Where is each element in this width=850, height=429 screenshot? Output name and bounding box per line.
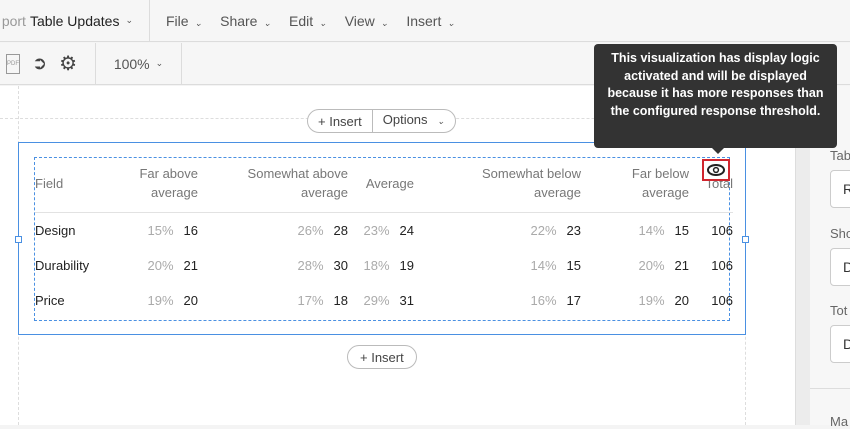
table-cell: 29% 31 xyxy=(363,292,415,308)
table-cell: 28% 30 xyxy=(297,257,349,273)
top-bar: port Table Updates ⌄ File ⌄ Share ⌄ Edit ⌄ Vi… xyxy=(0,0,850,42)
chevron-down-icon: ⌄ xyxy=(155,58,164,68)
table-cell: 14% 15 xyxy=(530,257,582,273)
gear-icon[interactable]: ⚙ xyxy=(59,53,78,75)
chevron-down-icon: ⌄ xyxy=(437,116,445,126)
zoom-select[interactable]: 100% ⌄ xyxy=(96,42,182,85)
breakdown-table: Field Far above average Somewhat above a… xyxy=(35,160,733,318)
table-cell: 18% 19 xyxy=(363,257,415,273)
total-select[interactable]: D xyxy=(830,325,850,363)
table-area xyxy=(34,157,730,321)
menu-edit[interactable]: Edit ⌄ xyxy=(289,12,327,29)
table-cell: 19% 20 xyxy=(147,292,199,308)
chevron-down-icon: ⌄ xyxy=(194,17,203,28)
insert-options-pill: + Insert Options ⌄ xyxy=(307,109,456,133)
table-row: Price 19% 20 17% 18 29% 31 16% 17 19% 20 106 xyxy=(35,283,733,318)
table-cell: 20% 21 xyxy=(638,257,690,273)
menu-share[interactable]: Share ⌄ xyxy=(220,12,272,29)
chevron-down-icon: ⌄ xyxy=(380,17,389,28)
table-cell: 16% 17 xyxy=(530,292,582,308)
table-cell: 17% 18 xyxy=(297,292,349,308)
project-title[interactable]: port Table Updates ⌄ xyxy=(0,0,150,42)
eye-icon[interactable] xyxy=(702,159,730,181)
menu-file[interactable]: File ⌄ xyxy=(166,12,203,29)
chevron-down-icon: ⌄ xyxy=(447,17,455,28)
menu-bar: File ⌄ Share ⌄ Edit ⌄ View ⌄ Insert ⌄ xyxy=(150,13,473,29)
pdf-icon[interactable]: PDF xyxy=(6,53,20,74)
table-cell: 14% 15 xyxy=(638,222,690,238)
panel-divider[interactable] xyxy=(795,86,810,425)
menu-insert[interactable]: Insert ⌄ xyxy=(406,12,455,29)
menu-view[interactable]: View ⌄ xyxy=(344,12,389,29)
table-cell: 15% 16 xyxy=(147,222,199,238)
display-logic-tooltip: This visualization has display logic act… xyxy=(594,44,837,154)
table-cell: 22% 23 xyxy=(530,222,582,238)
resize-handle-right[interactable] xyxy=(742,236,749,243)
table-cell: 23% 24 xyxy=(363,222,415,238)
table-cell: 19% 20 xyxy=(638,292,690,308)
resize-handle-left[interactable] xyxy=(15,236,22,243)
chevron-down-icon: ⌄ xyxy=(125,15,133,25)
table-cell: 20% 21 xyxy=(147,257,199,273)
options-button[interactable]: Options ⌄ xyxy=(371,109,455,133)
table-type-select[interactable]: R xyxy=(830,170,850,208)
table-row: Durability 20% 21 28% 30 18% 19 14% 15 20% 21 106 xyxy=(35,248,733,283)
table-row: Design 15% 16 26% 28 23% 24 22% 23 14% 15 106 xyxy=(35,213,733,248)
chevron-down-icon: ⌄ xyxy=(263,17,272,28)
chevron-down-icon: ⌄ xyxy=(319,17,327,28)
table-cell: 26% 28 xyxy=(297,222,349,238)
export-icon[interactable]: ➲ xyxy=(32,53,48,73)
insert-below-button[interactable]: + Insert xyxy=(347,345,417,369)
insert-button[interactable]: + Insert xyxy=(318,113,362,129)
show-select[interactable]: D xyxy=(830,248,850,286)
